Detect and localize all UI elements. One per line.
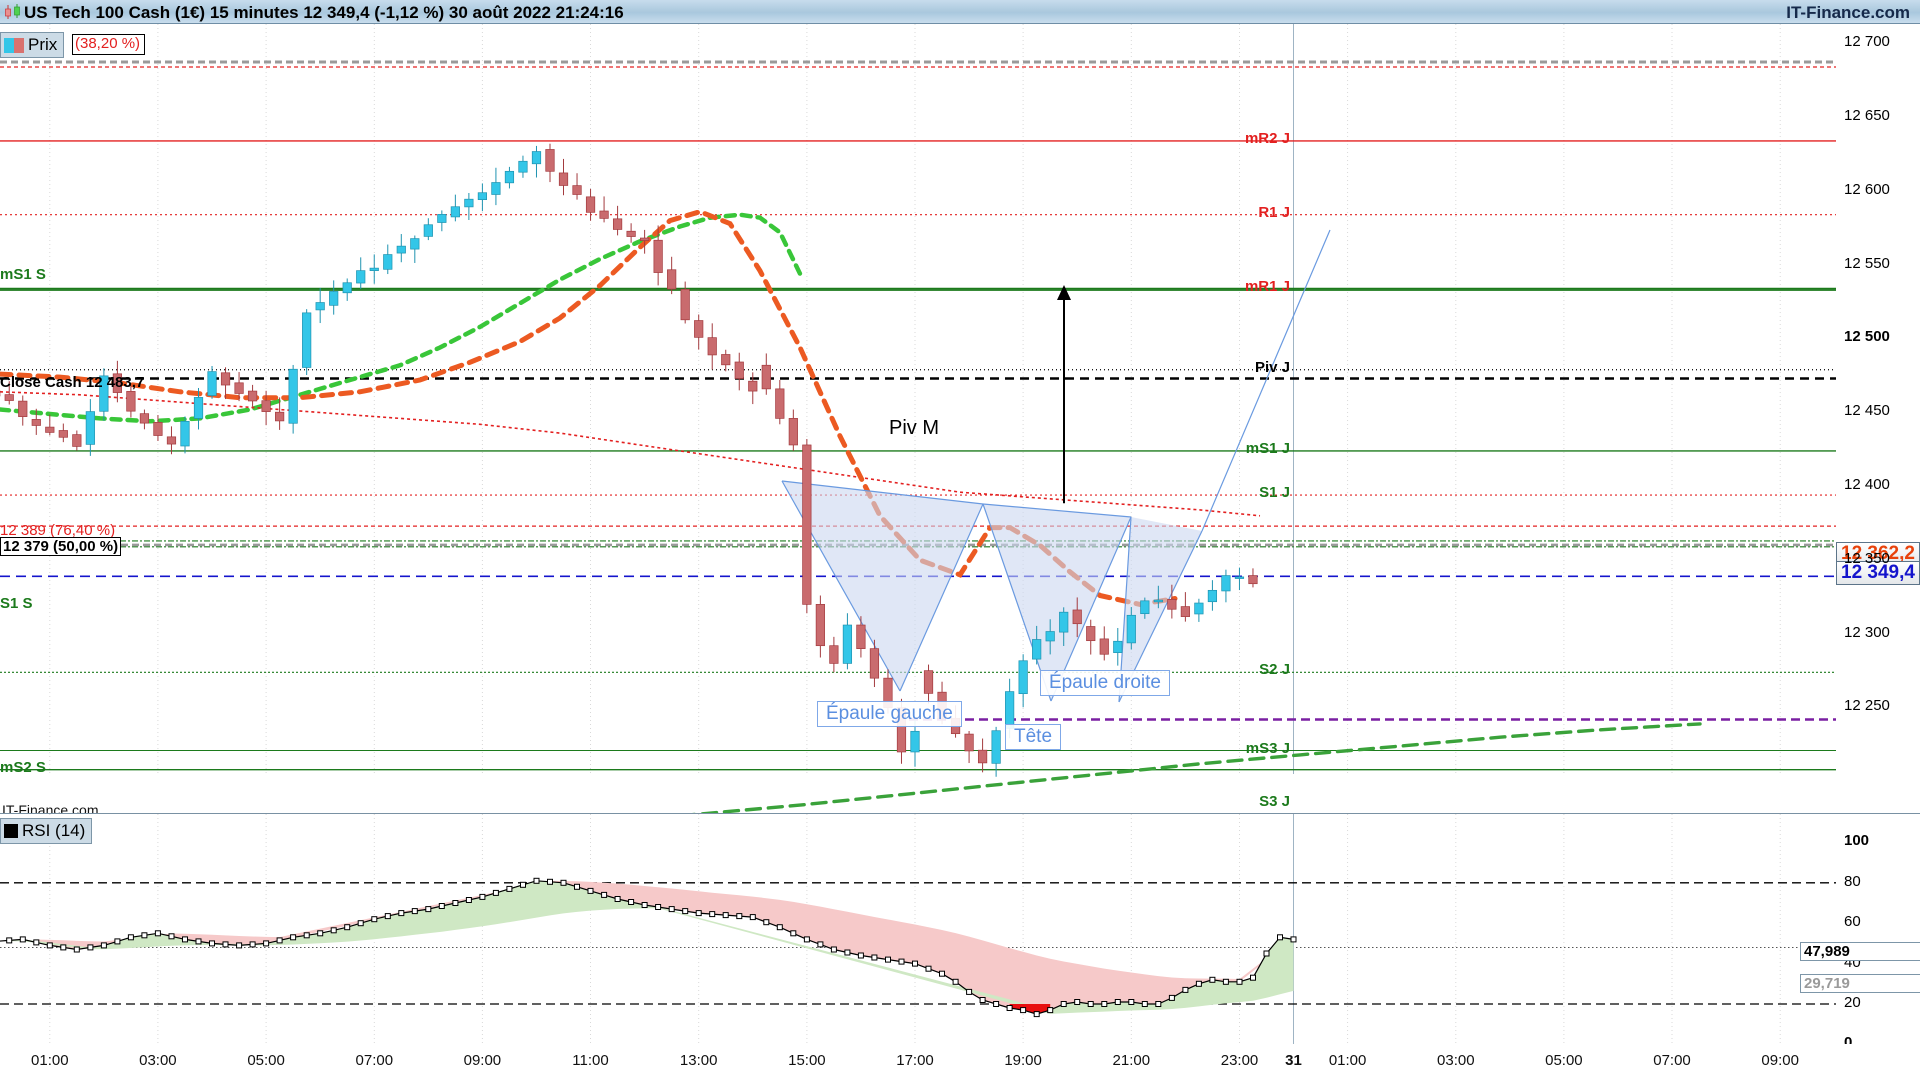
svg-text:Piv M: Piv M (889, 417, 939, 439)
